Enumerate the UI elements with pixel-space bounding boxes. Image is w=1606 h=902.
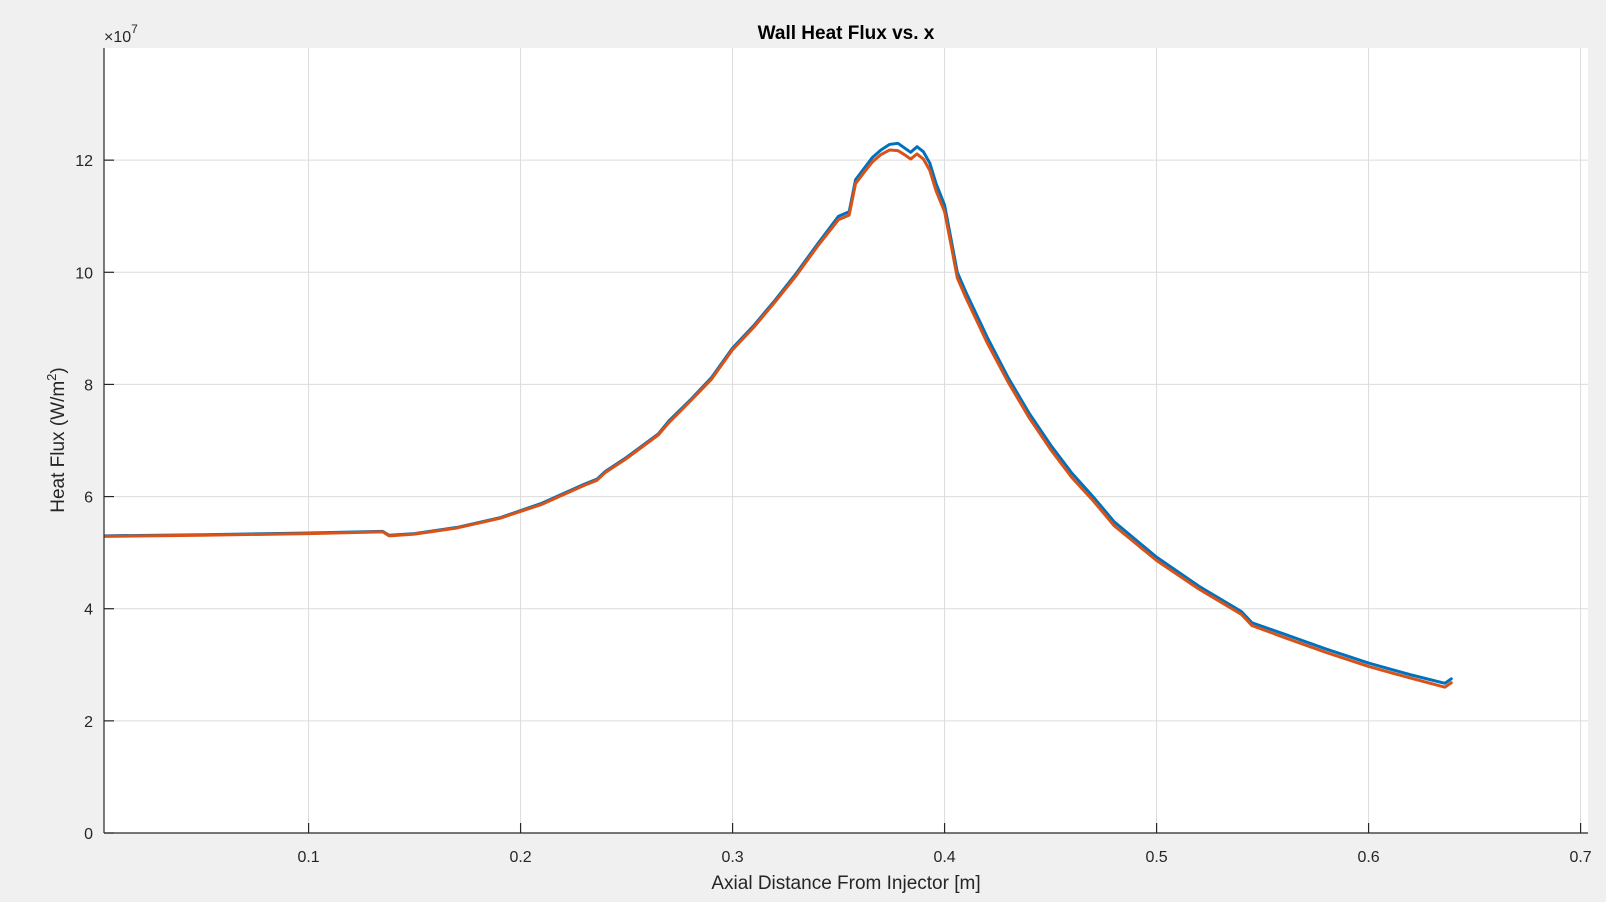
y-tick-label: 8 [84, 377, 93, 394]
y-exponent-label: ×107 [104, 22, 138, 46]
y-tick-label: 12 [75, 153, 93, 170]
y-tick-label: 6 [84, 490, 93, 507]
axes [103, 48, 1588, 834]
y-tick-label: 10 [75, 265, 93, 282]
x-tick-label: 0.4 [933, 849, 955, 866]
y-tick-label: 4 [84, 602, 93, 619]
y-exponent-power: 7 [131, 22, 138, 36]
plot-area [104, 48, 1588, 833]
y-axis-label: Heat Flux (W/m2) [44, 367, 69, 513]
grid [104, 48, 1588, 833]
y-axis-label-superscript: 2 [44, 374, 59, 381]
x-axis-label: Axial Distance From Injector [m] [711, 873, 980, 894]
x-tick-label: 0.6 [1357, 849, 1379, 866]
x-tick-label: 0.2 [509, 849, 531, 866]
series-layer [103, 141, 1453, 689]
series-line-2 [103, 148, 1453, 689]
chart-title: Wall Heat Flux vs. x [758, 23, 935, 44]
x-tick-label: 0.5 [1145, 849, 1167, 866]
x-tick-label: 0.7 [1569, 849, 1591, 866]
y-tick-label: 2 [84, 714, 93, 731]
y-tick-label: 0 [84, 826, 93, 843]
y-exponent-base: ×10 [104, 29, 131, 46]
y-axis-label-end: ) [48, 367, 69, 373]
x-tick-label: 0.3 [721, 849, 743, 866]
y-ticks: 0 2 4 6 8 10 12 [75, 153, 114, 843]
x-tick-label: 0.1 [297, 849, 319, 866]
y-axis-label-main: Heat Flux (W/m [48, 381, 69, 513]
x-ticks: 0.1 0.2 0.3 0.4 0.5 0.6 0.7 [297, 823, 1592, 866]
